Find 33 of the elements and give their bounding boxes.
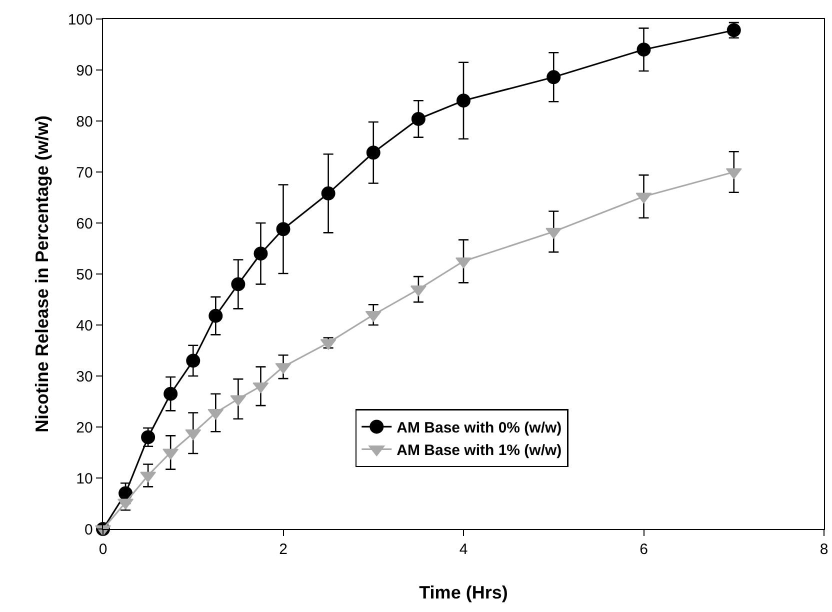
y-tick-label: 60 bbox=[76, 215, 93, 232]
point bbox=[141, 430, 156, 444]
y-tick-label: 80 bbox=[76, 113, 93, 130]
y-tick-label: 10 bbox=[76, 470, 93, 488]
y-tick-label: 50 bbox=[76, 266, 93, 284]
legend-label: AM Base with 1% (w/w) bbox=[396, 442, 562, 460]
y-tick-label: 100 bbox=[68, 11, 93, 28]
x-axis-title: Time (Hrs) bbox=[419, 582, 508, 602]
point bbox=[636, 42, 651, 57]
y-tick-label: 30 bbox=[76, 368, 93, 386]
x-tick-label: 2 bbox=[279, 541, 288, 558]
point bbox=[254, 246, 268, 261]
y-tick-label: 70 bbox=[76, 164, 93, 182]
point bbox=[208, 308, 223, 323]
x-tick-label: 4 bbox=[459, 541, 468, 558]
x-tick-label: 6 bbox=[640, 541, 648, 558]
point bbox=[411, 112, 426, 126]
y-tick-label: 20 bbox=[76, 419, 93, 436]
point bbox=[546, 70, 561, 84]
point bbox=[164, 386, 178, 401]
y-tick-label: 40 bbox=[76, 317, 93, 334]
x-tick-label: 0 bbox=[98, 541, 108, 558]
y-tick-label: 0 bbox=[84, 521, 93, 538]
y-axis-title: Nicotine Release in Percentage (w/w) bbox=[32, 115, 52, 433]
point bbox=[231, 277, 246, 292]
legend-label: AM Base with 0% (w/w) bbox=[396, 420, 562, 437]
y-tick-label: 90 bbox=[76, 62, 93, 80]
point bbox=[366, 146, 380, 160]
point bbox=[321, 186, 336, 200]
point bbox=[456, 94, 470, 108]
point bbox=[276, 222, 290, 236]
point bbox=[186, 354, 200, 368]
x-tick-label: 8 bbox=[820, 541, 828, 558]
